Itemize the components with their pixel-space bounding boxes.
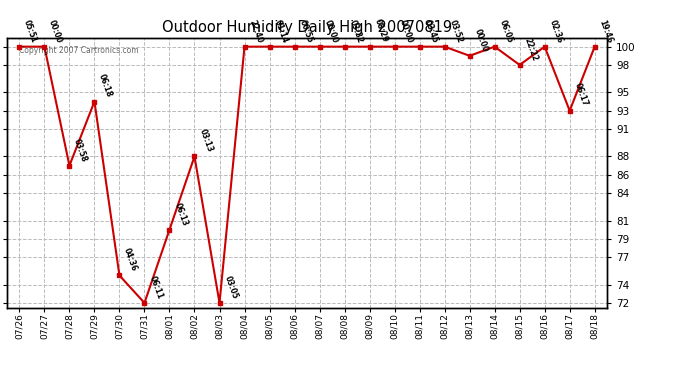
Text: 03:45: 03:45 — [422, 18, 439, 44]
Text: 19:46: 19:46 — [598, 18, 614, 44]
Text: 06:13: 06:13 — [172, 201, 189, 227]
Text: 03:05: 03:05 — [222, 274, 239, 300]
Title: Outdoor Humidity Daily High 20070819: Outdoor Humidity Daily High 20070819 — [162, 20, 452, 35]
Text: 02:36: 02:36 — [547, 18, 564, 44]
Text: 06:18: 06:18 — [97, 73, 114, 99]
Text: 00:55: 00:55 — [297, 18, 314, 44]
Text: 06:05: 06:05 — [497, 18, 514, 44]
Text: 22:40: 22:40 — [247, 18, 264, 44]
Text: 01:14: 01:14 — [273, 18, 289, 44]
Text: 00:00: 00:00 — [322, 18, 339, 44]
Text: 03:32: 03:32 — [347, 18, 364, 44]
Text: 06:11: 06:11 — [147, 274, 164, 300]
Text: 22:22: 22:22 — [522, 36, 539, 62]
Text: 05:51: 05:51 — [22, 18, 39, 44]
Text: 03:13: 03:13 — [197, 128, 214, 154]
Text: 03:52: 03:52 — [447, 18, 464, 44]
Text: 00:00: 00:00 — [47, 18, 64, 44]
Text: 03:58: 03:58 — [72, 137, 89, 163]
Text: 00:00: 00:00 — [397, 18, 414, 44]
Text: 04:36: 04:36 — [122, 247, 139, 273]
Text: Copyright 2007 Cartronics.com: Copyright 2007 Cartronics.com — [19, 46, 139, 55]
Text: 06:17: 06:17 — [573, 82, 589, 108]
Text: 00:00: 00:00 — [473, 27, 489, 53]
Text: 08:29: 08:29 — [373, 18, 389, 44]
